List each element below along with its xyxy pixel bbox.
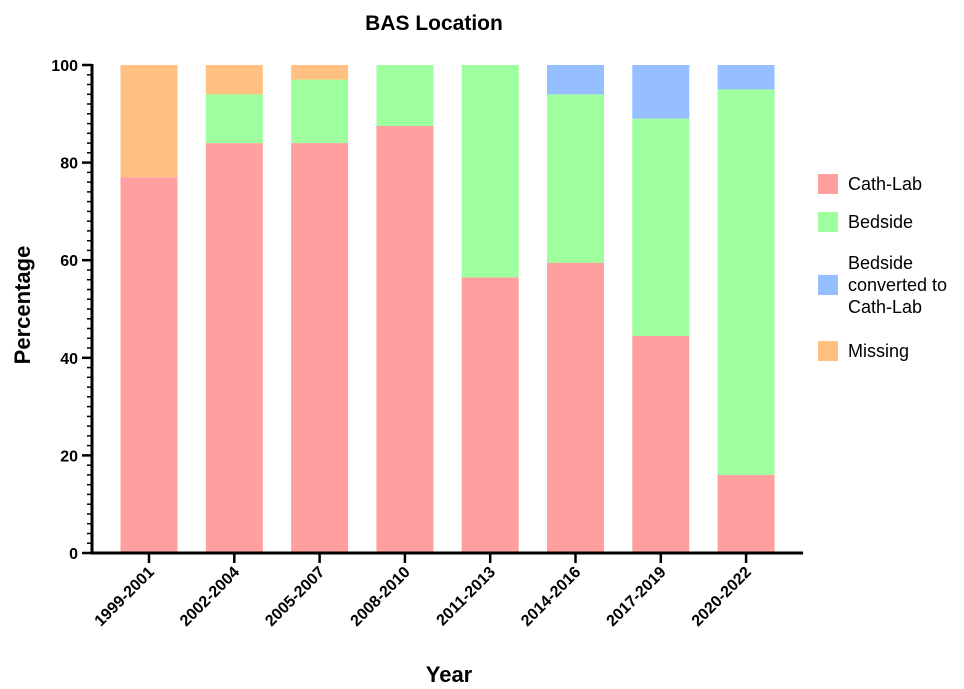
y-axis-title: Percentage: [10, 246, 35, 365]
x-tick-label: 2014-2016: [518, 564, 584, 630]
bar-segment: [205, 143, 263, 553]
y-tick-labels: 0 20 40 60 80 100: [51, 58, 78, 563]
legend-swatch: [818, 341, 838, 361]
bar-segment: [632, 118, 690, 336]
axes-group: [82, 63, 804, 563]
x-tick-label: 1999-2001: [92, 564, 158, 630]
bar-segment: [205, 94, 263, 144]
bar-segment: [547, 262, 604, 553]
bar-segment: [291, 65, 349, 80]
bar-segment: [547, 94, 604, 263]
bar-segment: [291, 79, 349, 143]
legend-label: Bedside: [848, 212, 913, 232]
legend-swatch: [818, 174, 838, 194]
bar-segment: [376, 126, 434, 553]
x-tick-label: 2017-2019: [604, 564, 670, 630]
x-tick-label: 2008-2010: [348, 564, 414, 630]
chart-title: BAS Location: [365, 12, 503, 35]
bar-segment: [717, 89, 775, 475]
legend-swatch: [818, 275, 838, 295]
y-tick-label: 20: [60, 448, 78, 465]
y-tick-label: 80: [60, 156, 78, 173]
bar-segment: [717, 65, 775, 90]
legend-label: converted to: [848, 275, 947, 295]
bar-segment: [632, 335, 690, 553]
bar-segment: [120, 65, 178, 178]
bar-segment: [376, 65, 434, 126]
bar-segment: [205, 65, 263, 95]
y-tick-label: 100: [51, 58, 78, 75]
bar-segment: [632, 65, 690, 119]
x-tick-label: 2020-2022: [689, 564, 755, 630]
bar-segment: [717, 474, 775, 553]
x-tick-labels: 1999-2001 2002-2004 2005-2007 2008-2010 2011…: [92, 564, 755, 630]
y-tick-label: 0: [69, 546, 78, 563]
x-axis-title: Year: [426, 662, 473, 687]
bar-segment: [461, 65, 519, 278]
bars-group: [120, 65, 775, 553]
x-tick-label: 2005-2007: [262, 564, 328, 630]
bar-segment: [291, 143, 349, 553]
legend-swatch: [818, 212, 838, 232]
bar-segment: [547, 65, 604, 95]
legend-label: Missing: [848, 341, 909, 361]
y-tick-label: 40: [60, 351, 78, 368]
bar-segment: [120, 177, 178, 553]
x-tick-label: 2002-2004: [177, 564, 243, 630]
x-tick-label: 2011-2013: [434, 564, 500, 630]
legend-label: Cath-Lab: [848, 297, 922, 317]
bar-segment: [461, 277, 519, 553]
legend-label: Bedside: [848, 253, 913, 273]
y-tick-label: 60: [60, 253, 78, 270]
legend-label: Cath-Lab: [848, 174, 922, 194]
